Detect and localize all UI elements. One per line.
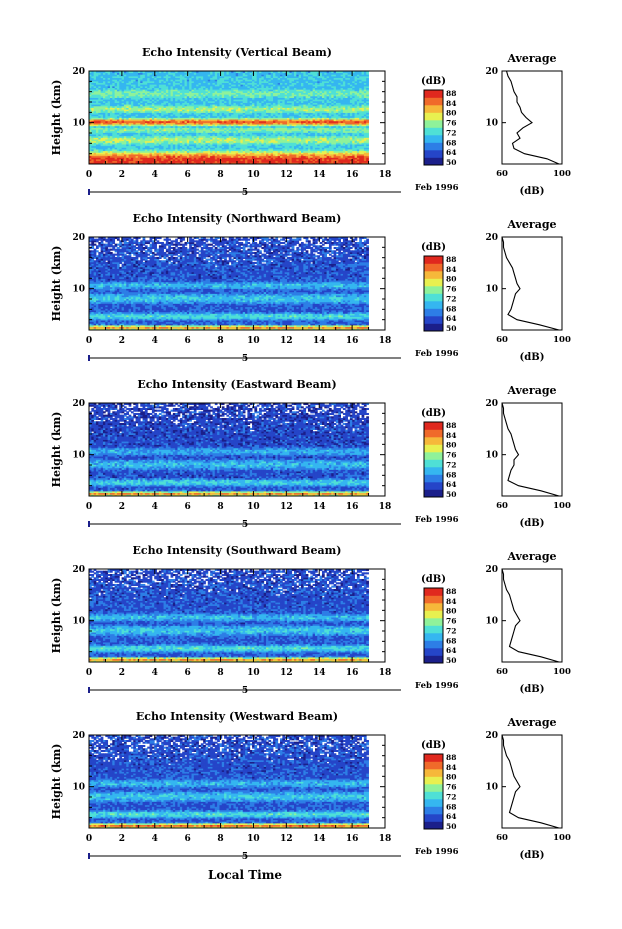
panel-title: Echo Intensity (Vertical Beam) bbox=[142, 46, 332, 59]
panel-0: Echo Intensity (Vertical Beam)0 2 4 6 8 10 12 1… bbox=[50, 46, 571, 198]
x-axis-label: Local Time bbox=[208, 868, 282, 882]
heatmap bbox=[89, 71, 369, 164]
